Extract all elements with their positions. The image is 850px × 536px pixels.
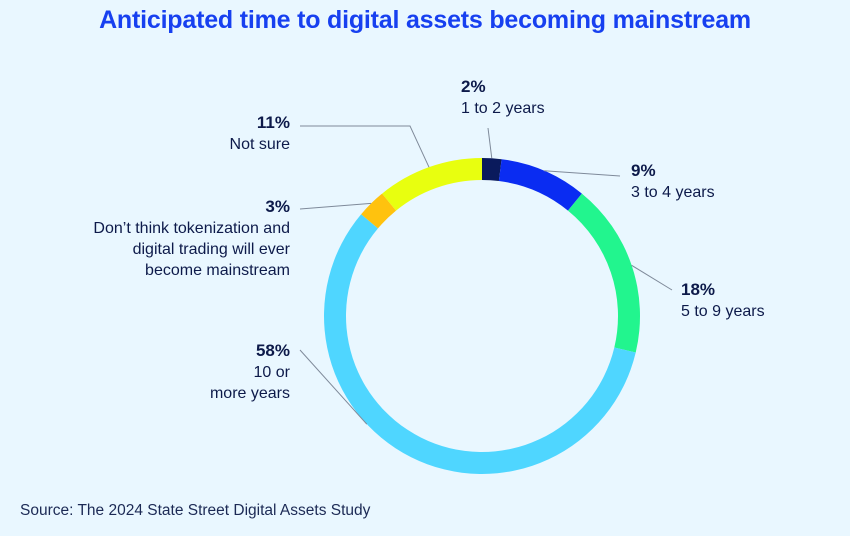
pct-never-mainstream: 3%	[265, 197, 290, 216]
text-never-line3: become mainstream	[145, 262, 290, 279]
slice-1-to-2-years	[482, 158, 502, 182]
text-not-sure: Not sure	[229, 136, 290, 153]
leader-1-to-2-years	[487, 127, 493, 159]
text-5-to-9-years: 5 to 9 years	[681, 303, 765, 320]
label-not-sure: 11% Not sure	[230, 112, 290, 155]
label-5-to-9-years: 18% 5 to 9 years	[681, 279, 765, 322]
label-1-to-2-years: 2% 1 to 2 years	[461, 76, 545, 119]
text-1-to-2-years: 1 to 2 years	[461, 100, 545, 117]
slice-10-or-more-years	[324, 214, 636, 475]
leader-10-or-more-years	[299, 349, 368, 425]
slice-3-to-4-years	[498, 159, 582, 211]
pct-not-sure: 11%	[256, 113, 290, 132]
leader-not-sure	[300, 125, 430, 168]
label-3-to-4-years: 9% 3 to 4 years	[631, 160, 715, 203]
slice-never-mainstream	[361, 193, 397, 229]
chart-title: Anticipated time to digital assets becom…	[99, 6, 751, 34]
pct-5-to-9-years: 18%	[681, 280, 716, 299]
leader-5-to-9-years	[631, 264, 673, 291]
donut-slices	[324, 158, 640, 475]
text-never-line1: Don’t think tokenization and	[93, 220, 290, 237]
source-note: Source: The 2024 State Street Digital As…	[20, 502, 371, 519]
label-never-mainstream: 3% Don’t think tokenization and digital …	[93, 196, 290, 281]
pct-1-to-2-years: 2%	[461, 77, 486, 96]
leader-never-mainstream	[299, 202, 372, 210]
text-10-or-more-line2: more years	[209, 385, 290, 402]
pct-10-or-more-years: 58%	[255, 341, 290, 360]
text-never-line2: digital trading will ever	[132, 241, 290, 258]
pct-3-to-4-years: 9%	[631, 161, 656, 180]
slice-not-sure	[382, 158, 482, 211]
label-10-or-more-years: 58% 10 or more years	[210, 340, 290, 404]
text-10-or-more-line1: 10 or	[253, 364, 290, 381]
leader-3-to-4-years	[544, 170, 621, 177]
leader-lines	[299, 125, 673, 425]
text-3-to-4-years: 3 to 4 years	[631, 184, 715, 201]
slice-5-to-9-years	[567, 193, 640, 353]
